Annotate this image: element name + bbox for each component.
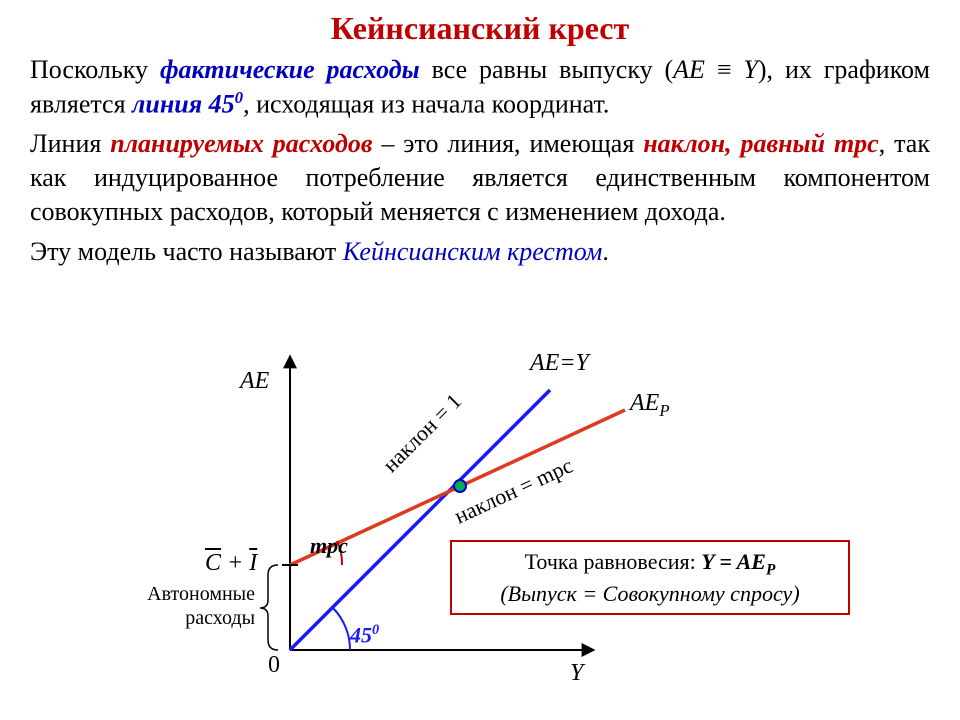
p1-t2: все равны выпуску ( [420,55,673,84]
p3-em1: Кейнсианским крестом [343,237,603,266]
eq-box-line2: (Выпуск = Совокупному спросу) [470,580,830,608]
p1-eq: ≡ [705,55,743,84]
p1-em2: линия 45 [132,89,235,118]
label-ae-eq-y: AE=Y [530,350,589,377]
p2-t1: Линия [30,129,110,158]
eq-box-l1a: Точка равновесия: [525,549,702,574]
label-aep-main: AE [630,390,659,416]
p3-t2: . [602,237,609,266]
p2-t2: – это линия, имеющая [373,129,644,158]
label-45-num: 45 [350,622,372,647]
p2-em2: наклон, равный mpc [643,129,879,158]
keynesian-cross-diagram: AE Y 0 AE=Y AEP наклон = 1 наклон = mpc … [150,350,930,710]
equilibrium-point [454,480,466,492]
label-ae-axis: AE [240,368,269,395]
label-i-bar: I [249,550,257,576]
label-autonomous: Автономные расходы [120,582,255,630]
label-c-plus-i: C + I [205,550,257,577]
angle-45-arc [333,608,350,650]
label-c-bar: C [205,550,221,576]
autonomous-brace [260,565,278,650]
p3-t1: Эту модель часто называют [30,237,343,266]
eq-box-l1sub: P [766,561,775,578]
label-origin: 0 [268,652,280,679]
label-aep: AEP [630,390,670,421]
paragraph-1: Поскольку фактические расходы все равны … [0,53,960,121]
paragraph-3: Эту модель часто называют Кейнсианским к… [0,235,960,269]
chart-svg [150,350,930,710]
p1-t1: Поскольку [30,55,160,84]
p2-em1: планируемых расходов [110,129,372,158]
p1-ae: AE [673,55,705,84]
p1-em1: фактические расходы [160,55,420,84]
p1-sup: 0 [235,88,243,107]
label-45-sup: 0 [372,622,379,638]
label-autonomous-1: Автономные [120,582,255,606]
label-aep-sub: P [659,401,669,420]
paragraph-2: Линия планируемых расходов – это линия, … [0,127,960,228]
equilibrium-box: Точка равновесия: Y = AEP (Выпуск = Сово… [450,540,850,615]
label-plus: + [221,550,249,576]
page-title: Кейнсианский крест [0,0,960,47]
label-45: 450 [350,622,379,648]
label-y-axis: Y [570,660,583,687]
label-autonomous-2: расходы [120,606,255,630]
p1-y: Y [743,55,757,84]
eq-box-l1b: Y = AE [701,549,766,574]
eq-box-line1: Точка равновесия: Y = AEP [470,548,830,580]
label-mpc-small: mpc [310,533,348,559]
p1-t4: , исходящая из начала координат. [243,89,609,118]
